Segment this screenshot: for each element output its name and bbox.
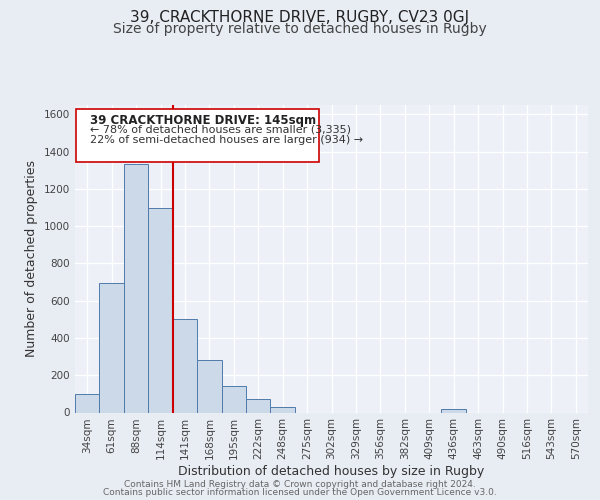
Text: Contains HM Land Registry data © Crown copyright and database right 2024.: Contains HM Land Registry data © Crown c… [124, 480, 476, 489]
Y-axis label: Number of detached properties: Number of detached properties [25, 160, 38, 357]
Text: 39 CRACKTHORNE DRIVE: 145sqm: 39 CRACKTHORNE DRIVE: 145sqm [89, 114, 316, 128]
Bar [124, 164, 148, 412]
Text: 39, CRACKTHORNE DRIVE, RUGBY, CV23 0GJ: 39, CRACKTHORNE DRIVE, RUGBY, CV23 0GJ [130, 10, 470, 25]
Bar [197, 360, 221, 412]
Bar [75, 394, 100, 412]
Bar [100, 283, 124, 412]
Bar [271, 407, 295, 412]
Bar [246, 398, 271, 412]
Bar [148, 208, 173, 412]
Text: 22% of semi-detached houses are larger (934) →: 22% of semi-detached houses are larger (… [89, 135, 363, 145]
FancyBboxPatch shape [76, 108, 319, 162]
Bar [442, 409, 466, 412]
Text: ← 78% of detached houses are smaller (3,335): ← 78% of detached houses are smaller (3,… [89, 124, 350, 134]
Bar [221, 386, 246, 412]
Text: Contains public sector information licensed under the Open Government Licence v3: Contains public sector information licen… [103, 488, 497, 497]
Text: Size of property relative to detached houses in Rugby: Size of property relative to detached ho… [113, 22, 487, 36]
X-axis label: Distribution of detached houses by size in Rugby: Distribution of detached houses by size … [178, 465, 485, 478]
Bar [173, 320, 197, 412]
